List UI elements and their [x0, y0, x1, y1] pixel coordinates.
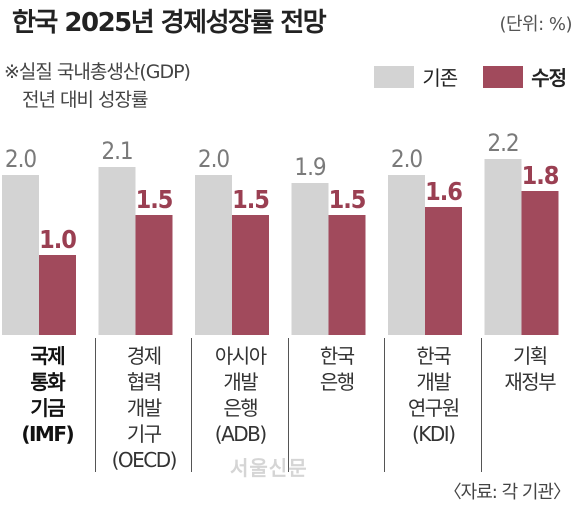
category-label: 한국 은행 — [292, 343, 383, 395]
bar-revised — [521, 191, 559, 335]
category-label-line: 통화 — [30, 370, 65, 394]
bar-revised — [425, 207, 462, 335]
category-label-line: 아시아 — [214, 344, 267, 368]
watermark: 서울신문 — [230, 456, 308, 480]
legend-label-revised: 수정 — [531, 66, 567, 90]
category-label-line: (IMF) — [21, 422, 74, 446]
value-label-revised: 1.8 — [522, 161, 559, 190]
category-label-line: (ADB) — [214, 422, 267, 446]
category-label-line: 기구 — [126, 422, 162, 446]
category-divider — [480, 338, 482, 472]
category-label: 국제 통화 기금 (IMF) — [2, 343, 93, 447]
category-label: 아시아 개발 은행 (ADB) — [195, 343, 286, 447]
note-line-1: ※실질 국내총생산(GDP) — [4, 61, 191, 83]
category-label-line: 한국 — [416, 344, 451, 368]
category-label-line: 경제 — [126, 344, 162, 368]
category-label: 경제 협력 개발 기구 (OECD) — [99, 343, 190, 473]
bar-revised — [39, 255, 76, 335]
category-divider — [287, 338, 289, 472]
bar-revised — [135, 215, 173, 335]
value-label-revised: 1.5 — [136, 185, 173, 214]
category-label-line: 기금 — [30, 396, 65, 420]
legend: 기존 수정 — [374, 62, 567, 91]
category-label-line: 협력 — [126, 370, 162, 394]
value-label-existing: 2.0 — [391, 145, 423, 173]
value-label-revised: 1.0 — [39, 225, 76, 254]
unit-label: (단위: %) — [499, 14, 572, 35]
category-label-line: 개발 — [223, 370, 258, 394]
bar-existing — [484, 159, 522, 335]
legend-swatch-revised — [483, 65, 524, 88]
category-label: 기획 재정부 — [485, 343, 576, 395]
category-label-line: (KDI) — [411, 422, 456, 446]
category-divider — [384, 338, 385, 472]
category-label-line: 기획 — [512, 344, 548, 368]
value-label-revised: 1.5 — [232, 185, 269, 214]
value-label-existing: 2.0 — [198, 145, 230, 173]
value-label-revised: 1.6 — [425, 177, 462, 206]
bar-existing — [195, 175, 232, 335]
value-label-existing: 1.9 — [294, 153, 326, 181]
category-label-line: 개발 — [416, 370, 451, 394]
category-label-line: 은행 — [319, 370, 355, 394]
value-label-existing: 2.1 — [101, 137, 132, 165]
bar-existing — [98, 167, 136, 335]
category-divider — [94, 338, 96, 472]
value-label-revised: 1.5 — [329, 185, 366, 214]
bar-existing — [2, 175, 39, 335]
source-note: 〈자료: 각 기관〉 — [443, 482, 571, 503]
legend-swatch-existing — [374, 65, 415, 88]
chart-title: 한국 2025년 경제성장률 전망 — [12, 8, 327, 38]
category-label-line: 개발 — [126, 396, 162, 420]
category-label-line: (OECD) — [111, 448, 178, 472]
category-label-line: 한국 — [319, 344, 355, 368]
category-label-line: 은행 — [223, 396, 258, 420]
value-label-existing: 2.0 — [5, 145, 37, 173]
bar-existing — [291, 183, 329, 335]
category-divider — [191, 338, 192, 472]
bar-revised — [328, 215, 366, 335]
value-label-existing: 2.2 — [487, 129, 518, 157]
category-label-line: 국제 — [30, 344, 65, 368]
bar-revised — [232, 215, 269, 335]
bar-existing — [388, 175, 425, 335]
category-label-line: 연구원 — [407, 396, 460, 420]
category-label-line: 재정부 — [504, 370, 556, 394]
chart-note: ※실질 국내총생산(GDP) 전년 대비 성장률 — [4, 58, 191, 114]
legend-label-existing: 기존 — [422, 66, 458, 90]
note-line-2: 전년 대비 성장률 — [22, 89, 148, 111]
category-label: 한국 개발 연구원 (KDI) — [388, 343, 479, 447]
